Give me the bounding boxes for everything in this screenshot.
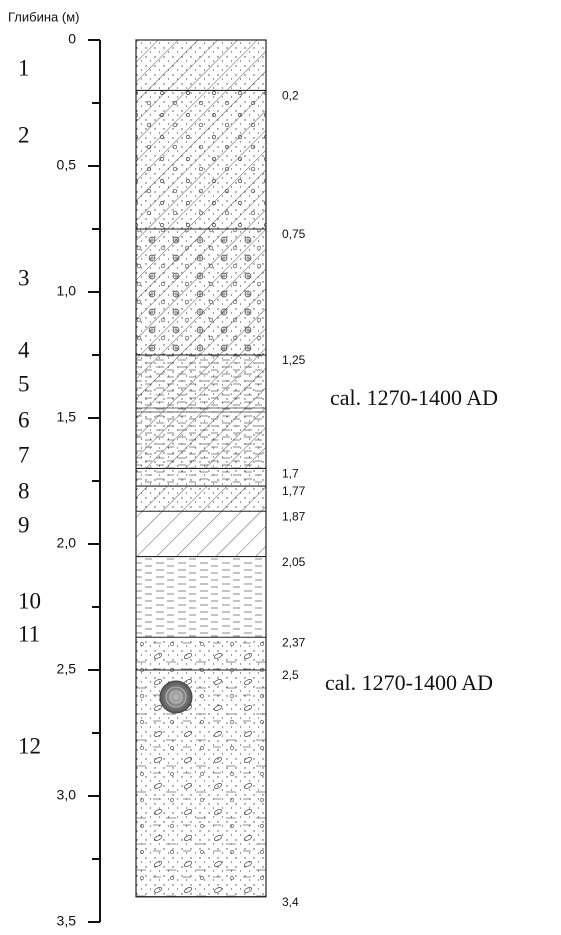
axis-title: Глибина (м) [8,9,79,24]
y-tick-label: 1,5 [57,409,77,425]
y-tick-label: 2,5 [57,661,77,677]
stone-ring [169,690,183,704]
layer-number: 12 [18,733,41,758]
y-tick-label: 0 [68,31,76,47]
layer-fill [136,486,266,512]
depth-label: 2,05 [282,555,306,569]
y-tick-label: 0,5 [57,157,77,173]
depth-label: 1,77 [282,484,306,498]
y-tick-label: 1,0 [57,283,77,299]
layer-fill [136,556,266,638]
layer-fill [136,468,266,487]
layer-fill [136,670,266,897]
depth-label: 2,5 [282,668,299,682]
depth-label: 2,37 [282,635,306,649]
layer-fill [136,637,266,670]
layer-fill [136,40,266,91]
annotation: cal. 1270-1400 AD [330,385,498,410]
stone-ring [165,686,187,708]
layer-fill [136,511,266,557]
layer-fill [136,90,266,230]
depth-label: 1,87 [282,509,306,523]
depth-label: 0,2 [282,89,299,103]
depth-label: 0,75 [282,227,306,241]
layer-number: 7 [18,442,30,467]
layer-number: 8 [18,478,30,503]
layer-number: 5 [18,371,30,396]
depth-label: 1,7 [282,467,299,481]
layer-number: 10 [18,588,41,613]
stone [159,680,193,714]
layer-number: 9 [18,512,30,537]
y-tick-label: 2,0 [57,535,77,551]
depth-label: 1,25 [282,353,306,367]
layer-number: 1 [18,55,30,80]
layer-number: 3 [18,265,30,290]
y-tick-label: 3,0 [57,787,77,803]
layer-number: 2 [18,122,30,147]
depth-label: 3,4 [282,895,299,909]
layer-number: 6 [18,407,30,432]
layer-number: 11 [18,621,40,646]
annotation: cal. 1270-1400 AD [325,670,493,695]
column [135,39,267,898]
y-tick-label: 3,5 [57,913,77,929]
layer-fill [136,229,266,355]
layer-number: 4 [18,337,30,362]
